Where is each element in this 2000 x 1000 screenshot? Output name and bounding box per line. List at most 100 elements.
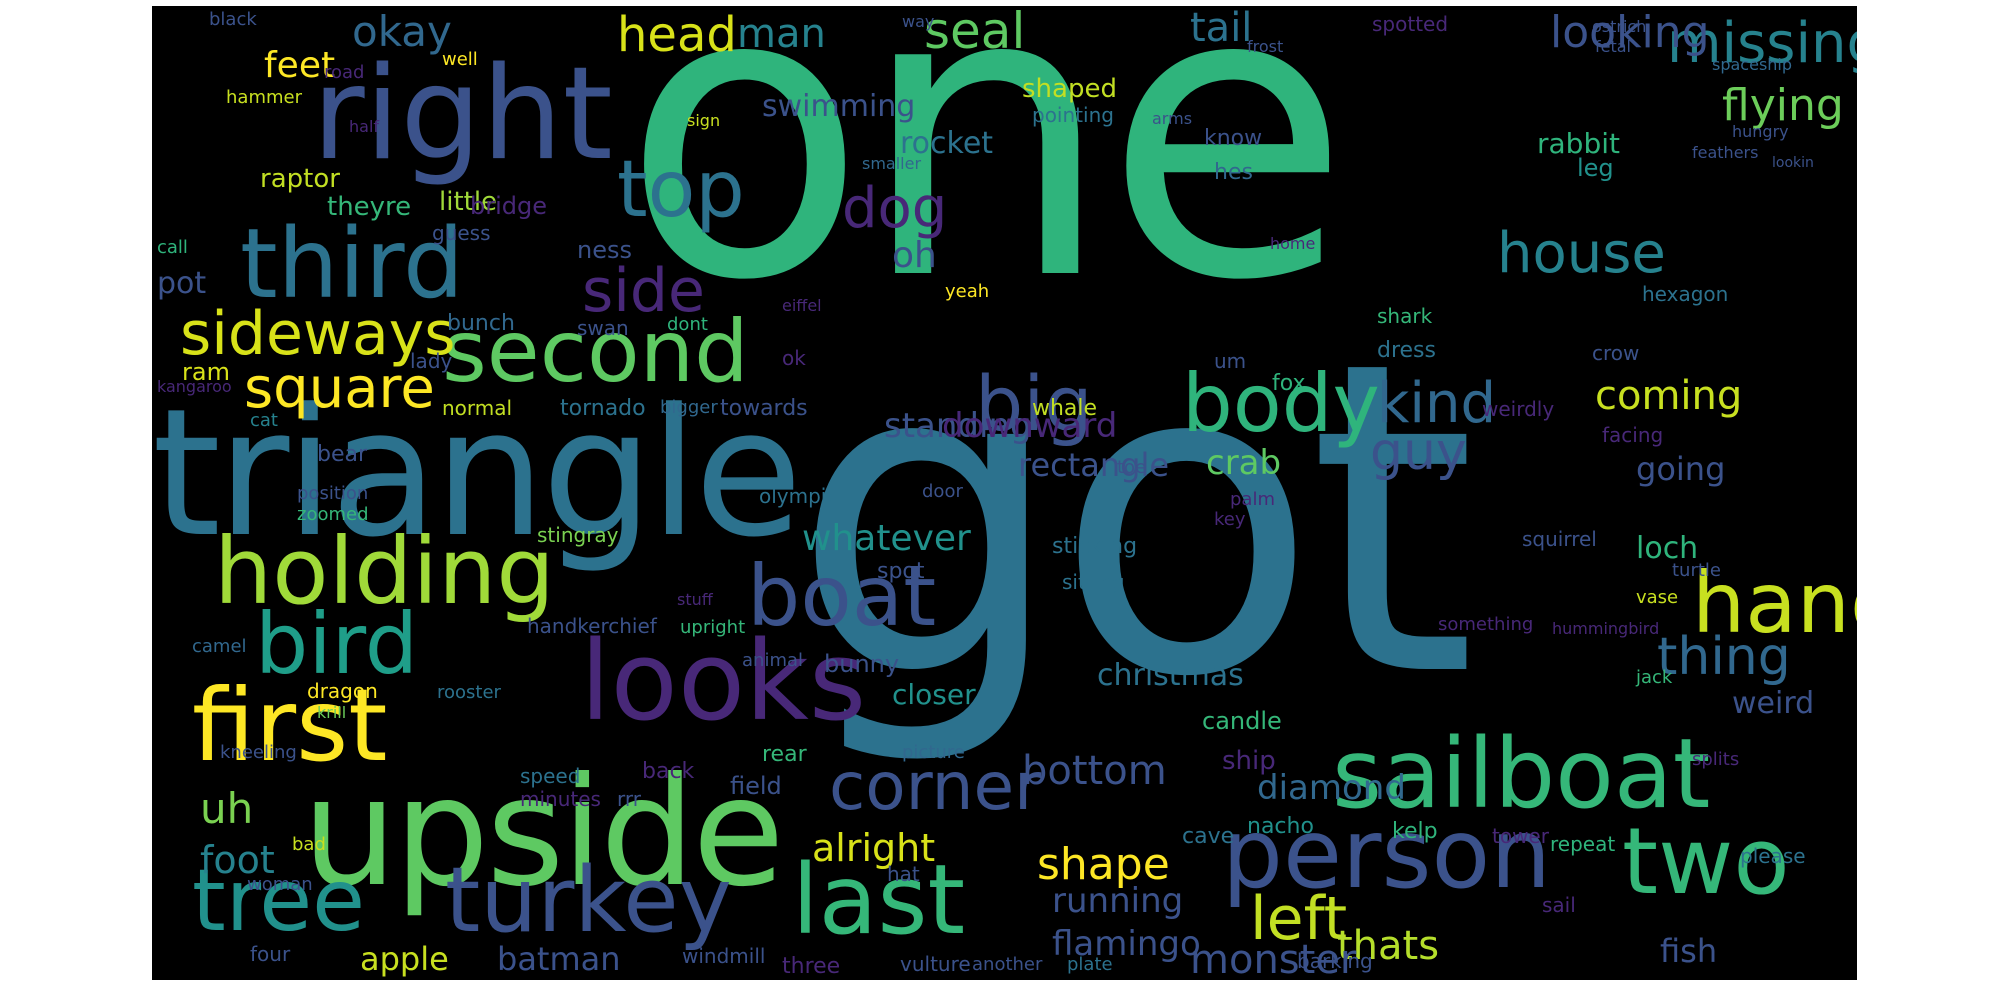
- word-lady: pot: [157, 266, 207, 301]
- word-dress: swimming: [762, 89, 916, 124]
- word-man: guy: [1370, 422, 1467, 482]
- word-iron: fetal: [1595, 37, 1631, 56]
- word-apple: man: [737, 11, 826, 57]
- word-spotted: nacho: [1247, 814, 1314, 839]
- word-please: upright: [680, 617, 746, 638]
- wordcloud-canvas: one got triangle upside right looks thir…: [152, 6, 1857, 980]
- word-whale: raptor: [260, 164, 340, 194]
- word-leg: standing: [884, 406, 1032, 446]
- word-pot: flamingo: [1052, 924, 1201, 964]
- word-whatever: okay: [352, 7, 452, 56]
- word-towards: call: [157, 237, 188, 258]
- word-camel: towards: [720, 396, 808, 421]
- word-stuff: facing: [1602, 423, 1664, 447]
- word-hammer: jack: [1636, 667, 1673, 688]
- word-tornado: bridge: [470, 192, 548, 220]
- word-mean: eiffel: [782, 296, 822, 315]
- word-long: feathers: [1692, 143, 1759, 162]
- word-hummingbird: bunny: [824, 650, 900, 678]
- word-hungry: barking: [1297, 949, 1373, 973]
- word-stingray: whale: [1032, 396, 1098, 421]
- word-alright: seal: [924, 6, 1026, 60]
- word-guy: dog: [842, 176, 948, 241]
- word-handkerchief: cat: [250, 410, 278, 431]
- word-stop: half: [349, 117, 380, 136]
- word-bridge: loch: [1636, 531, 1699, 566]
- word-hat: kneeling: [220, 742, 297, 763]
- word-coming: tail: [1190, 6, 1253, 51]
- word-body: big: [975, 359, 1093, 448]
- word-candle: spot: [877, 559, 925, 584]
- word-normal: know: [1204, 126, 1263, 151]
- word-nacho: turtle: [1672, 560, 1721, 581]
- word-boat: boat: [747, 547, 937, 645]
- word-turkey: turkey: [445, 848, 732, 953]
- word-feet: bottom: [1022, 748, 1167, 794]
- word-krill: zoomed: [297, 504, 369, 525]
- word-dude: yeah: [945, 281, 990, 302]
- word-lookin: four: [250, 942, 291, 966]
- word-uh: feet: [264, 45, 336, 86]
- word-palm: ok: [782, 346, 806, 370]
- word-wings: sign: [687, 111, 721, 130]
- word-head: kind: [1377, 371, 1497, 436]
- word-second: second: [442, 302, 749, 402]
- word-kelp: vase: [1636, 587, 1679, 608]
- word-runner: frost: [1247, 37, 1284, 56]
- word-sail: speed: [520, 764, 581, 788]
- word-dont: oh: [892, 235, 937, 276]
- word-small: hungry: [1732, 122, 1789, 141]
- word-key: um: [1214, 349, 1247, 373]
- word-ramp: black: [209, 9, 257, 30]
- word-upward: arms: [1152, 109, 1193, 128]
- word-ostrich: kelp: [1392, 819, 1438, 844]
- word-triangle: triangle: [152, 371, 803, 576]
- word-foot: shape: [1037, 839, 1170, 890]
- word-first: first: [192, 667, 388, 784]
- word-batman: apple: [360, 940, 449, 978]
- word-squirrel: fox: [1272, 371, 1306, 396]
- word-another: picture: [902, 742, 965, 763]
- word-going: uh: [200, 784, 254, 833]
- word-tree: tree: [192, 851, 366, 951]
- word-rocket: running: [1052, 881, 1184, 921]
- word-holding: holding: [214, 518, 555, 625]
- word-square: left: [1250, 884, 1348, 954]
- word-cave: sitting: [1062, 570, 1125, 594]
- word-shape: missing: [1667, 11, 1857, 76]
- word-door: ram: [182, 358, 230, 386]
- word-splits: animal: [742, 650, 804, 671]
- word-ship: sticking: [1052, 534, 1138, 559]
- word-woman: krill: [317, 703, 347, 722]
- word-shark: shaped: [1022, 74, 1117, 104]
- word-kinda: spotted: [1372, 12, 1449, 36]
- word-downward: crab: [1206, 443, 1282, 483]
- word-four: rrr: [617, 787, 641, 811]
- word-little: batman: [497, 940, 621, 978]
- word-one: one: [622, 6, 1350, 368]
- word-three: field: [730, 772, 782, 800]
- word-toe: lady: [410, 349, 453, 373]
- word-third: third: [240, 208, 464, 320]
- word-diamond: alright: [812, 826, 936, 870]
- word-spaceship: hummingbird: [1552, 619, 1660, 638]
- word-right: right: [312, 40, 613, 189]
- word-dragon: bear: [317, 442, 368, 467]
- word-oh: monster: [1190, 937, 1357, 980]
- word-ram: rocket: [900, 126, 994, 161]
- word-minutes: door: [922, 481, 963, 502]
- word-upside: upside: [302, 746, 785, 920]
- word-position: bunch: [447, 311, 515, 336]
- word-swan: christmas: [1097, 658, 1244, 693]
- word-baseball: smaller: [862, 154, 922, 173]
- word-hexagon: pointing: [1032, 103, 1114, 127]
- word-see: way: [902, 12, 935, 31]
- word-got: got: [792, 271, 1477, 771]
- word-thats: flying: [1722, 80, 1844, 131]
- word-rhombus: hammer: [226, 87, 302, 108]
- word-describing: home: [1270, 234, 1316, 253]
- word-fetal: tower: [1492, 824, 1549, 848]
- word-turtle: hexagon: [1642, 282, 1729, 306]
- word-fox: theyre: [327, 192, 412, 222]
- word-sticking: dress: [1377, 338, 1436, 363]
